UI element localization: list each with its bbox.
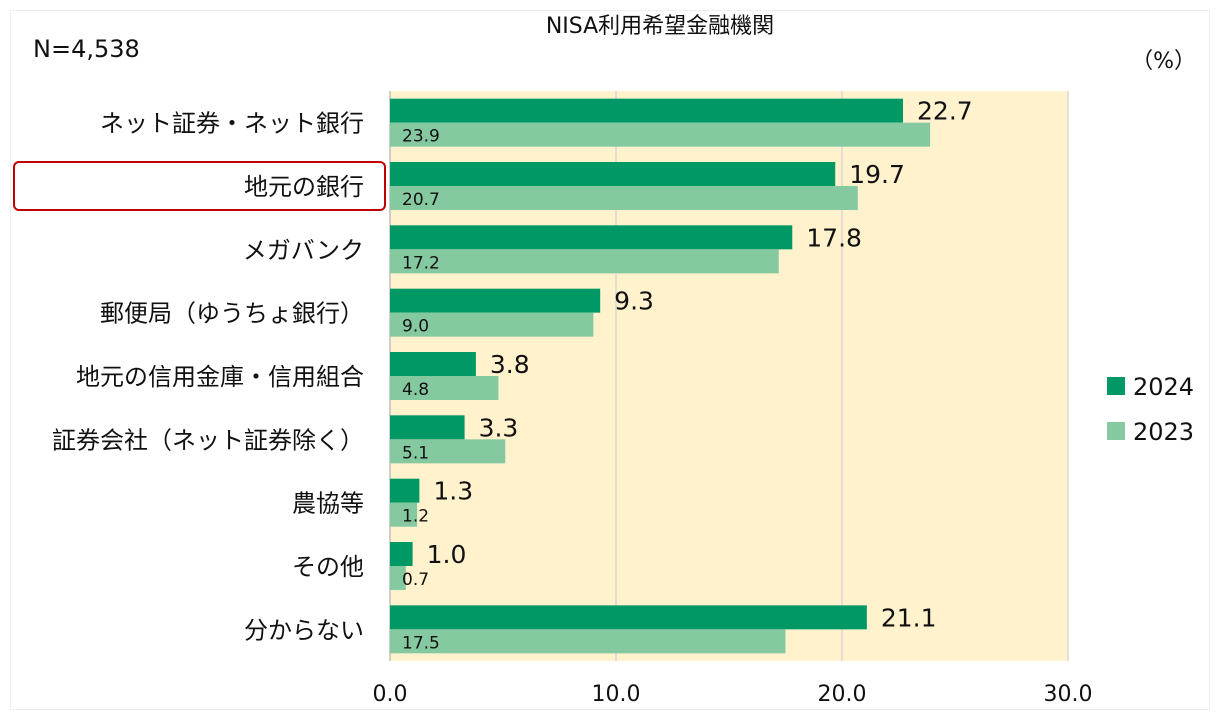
- unit-label: （%）: [1131, 49, 1196, 74]
- chart-title: NISA利用希望金融機関: [546, 14, 774, 39]
- category-label: 分からない: [244, 616, 364, 644]
- highlight-box: [13, 161, 386, 211]
- bar-2024: [390, 605, 867, 630]
- x-tick-labels: 0.0 10.0 20.0 30.0: [373, 682, 1093, 707]
- bar-2024: [390, 478, 420, 503]
- bar-2023: [390, 249, 779, 274]
- data-label-2024: 22.7: [917, 97, 973, 126]
- bar-2024: [390, 162, 836, 186]
- legend-label-2023: 2023: [1133, 418, 1194, 446]
- data-label-2023: 20.7: [402, 190, 440, 210]
- data-label-2024: 1.0: [427, 540, 467, 569]
- x-tick-label: 20.0: [818, 682, 867, 707]
- category-label: メガバンク: [243, 236, 364, 264]
- category-label: 地元の信用金庫・信用組合: [76, 363, 364, 391]
- bars: [390, 98, 931, 654]
- legend-swatch-2024: [1107, 377, 1125, 395]
- category-label: その他: [292, 553, 364, 581]
- data-label-2023: 9.0: [402, 317, 429, 337]
- data-label-2023: 0.7: [402, 570, 429, 590]
- category-label: 農協等: [292, 490, 364, 518]
- data-label-2023: 1.2: [402, 507, 429, 527]
- legend-label-2024: 2024: [1133, 373, 1194, 401]
- data-label-2024: 3.8: [490, 350, 530, 379]
- x-tick-label: 30.0: [1044, 682, 1093, 707]
- category-label: 地元の銀行: [244, 173, 364, 201]
- sample-size: N=4,538: [33, 35, 140, 63]
- bar-2024: [390, 542, 413, 566]
- bar-2024: [390, 98, 904, 123]
- data-label-2023: 5.1: [402, 443, 429, 463]
- x-tick-label: 0.0: [373, 682, 408, 707]
- category-label: ネット証券・ネット銀行: [100, 110, 364, 138]
- data-label-2024: 21.1: [881, 603, 937, 632]
- data-label-2024: 3.3: [479, 413, 519, 442]
- bar-2024: [390, 352, 476, 376]
- x-tick-label: 10.0: [592, 682, 641, 707]
- data-label-2024: 17.8: [806, 223, 862, 252]
- data-label-2023: 17.5: [402, 633, 440, 653]
- category-label: 証券会社（ネット証券除く）: [52, 426, 364, 454]
- bar-2023: [390, 312, 594, 337]
- bar-2023: [390, 502, 418, 527]
- data-label-2023: 23.9: [402, 127, 440, 147]
- category-label: 郵便局（ゆうちょ銀行）: [100, 300, 364, 328]
- legend: 2024 2023: [1107, 373, 1194, 446]
- bar-2023: [390, 122, 931, 147]
- bar-2023: [390, 186, 858, 210]
- data-label-2023: 4.8: [402, 380, 429, 400]
- data-label-2024: 1.3: [433, 477, 473, 506]
- bar-2024: [390, 288, 601, 313]
- data-labels: 22.7 23.9 19.7 20.7 17.8 17.2 9.3 9.0 3.8 4.8 3.3 5…: [402, 97, 973, 654]
- data-label-2023: 17.2: [402, 253, 440, 273]
- bar-2023: [390, 376, 499, 400]
- bar-2023: [390, 566, 406, 590]
- bar-2023: [390, 439, 506, 464]
- bar-2024: [390, 415, 465, 440]
- chart-frame: [10, 10, 1210, 710]
- bar-2024: [390, 225, 793, 250]
- bar-2023: [390, 629, 786, 654]
- data-label-2024: 9.3: [614, 287, 654, 316]
- legend-swatch-2023: [1107, 422, 1125, 440]
- data-label-2024: 19.7: [849, 160, 905, 189]
